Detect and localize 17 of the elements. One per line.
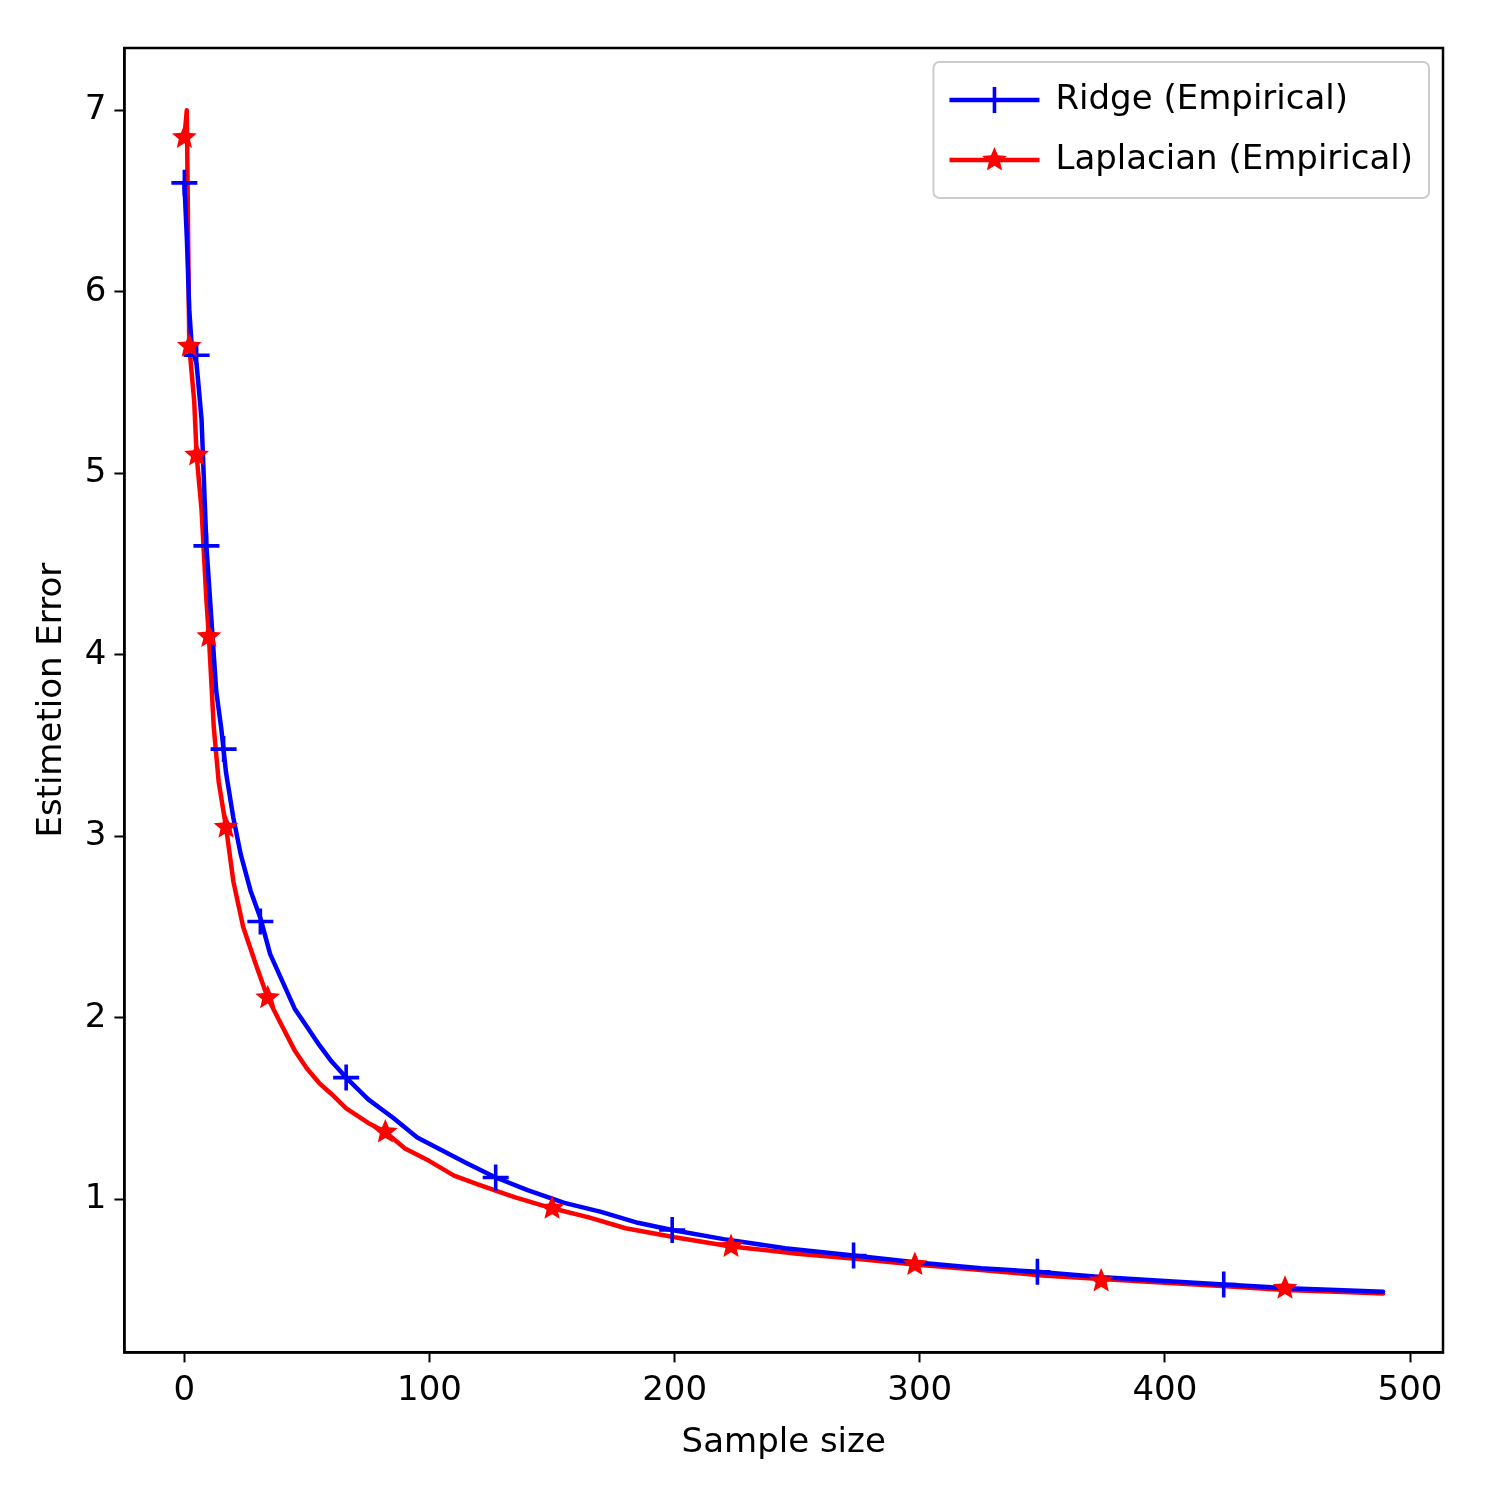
x-tick-label: 200 bbox=[642, 1367, 708, 1408]
x-tick-label: 300 bbox=[887, 1367, 953, 1408]
y-tick-label: 4 bbox=[84, 631, 107, 672]
y-tick-label: 2 bbox=[84, 994, 107, 1035]
x-tick-label: 500 bbox=[1377, 1367, 1443, 1408]
y-tick-label: 3 bbox=[84, 813, 107, 854]
legend-label: Ridge (Empirical) bbox=[1055, 76, 1348, 117]
y-tick-label: 5 bbox=[84, 450, 107, 491]
x-tick-label: 0 bbox=[173, 1367, 196, 1408]
y-tick-label: 6 bbox=[84, 268, 107, 309]
x-tick-label: 400 bbox=[1132, 1367, 1198, 1408]
y-tick-label: 7 bbox=[84, 87, 107, 128]
x-tick-label: 100 bbox=[397, 1367, 462, 1408]
y-axis-title: Estimetion Error bbox=[29, 562, 70, 838]
legend-label: Laplacian (Empirical) bbox=[1055, 136, 1413, 177]
y-tick-label: 1 bbox=[84, 1176, 107, 1217]
x-axis-title: Sample size bbox=[681, 1420, 886, 1461]
